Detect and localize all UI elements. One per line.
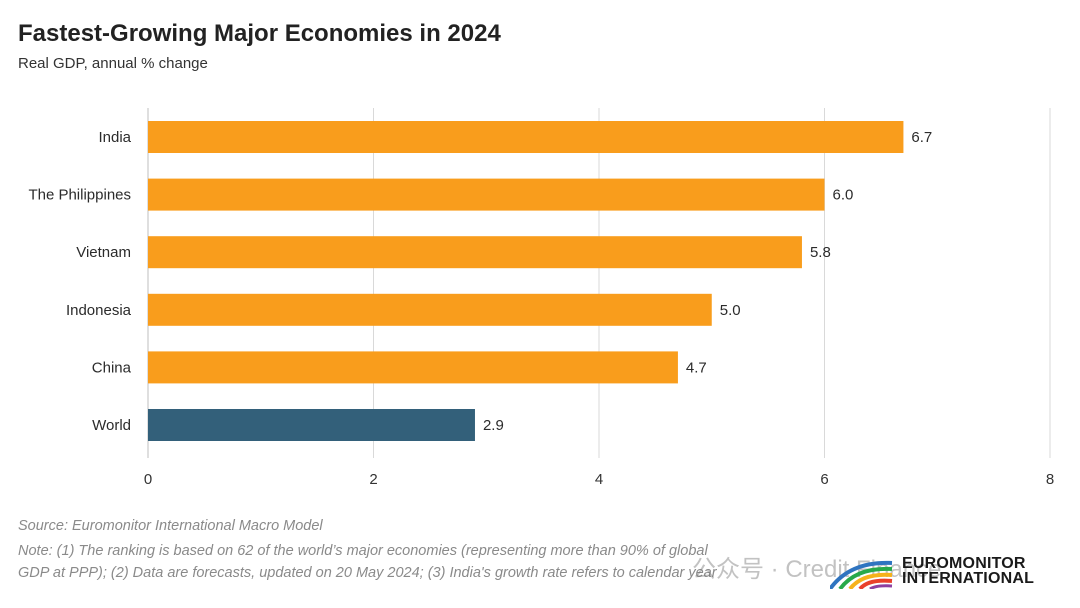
bar-india: [148, 121, 904, 153]
value-label: 6.0: [833, 187, 854, 204]
gridlines: [147, 108, 1051, 458]
x-tick-label: 2: [369, 471, 377, 488]
category-label: China: [92, 359, 132, 376]
labels: 0 2 4 6 8 India 6.7 The Philippines 6.0 Vietnam 5.…: [28, 129, 1054, 488]
x-tick-label: 4: [595, 471, 603, 488]
category-label: World: [92, 417, 131, 434]
value-label: 6.7: [911, 129, 932, 146]
chart-title: Fastest-Growing Major Economies in 2024: [18, 20, 501, 47]
bar-vietnam: [148, 236, 802, 269]
source-note: Source: Euromonitor International Macro …: [18, 518, 323, 534]
bar-china: [148, 351, 678, 384]
value-label: 2.9: [483, 417, 504, 434]
bar-indonesia: [148, 293, 712, 326]
bar-the-philippines: [148, 178, 825, 211]
chart-subtitle: Real GDP, annual % change: [18, 55, 208, 72]
x-tick-label: 8: [1046, 471, 1054, 488]
category-label: Indonesia: [66, 302, 132, 319]
footnote: Note: (1) The ranking is based on 62 of …: [18, 543, 717, 581]
logo-line-2: INTERNATIONAL: [902, 570, 1035, 587]
bars: [148, 121, 904, 441]
logo-stripes-icon: [830, 560, 893, 589]
category-label: India: [98, 129, 131, 146]
value-label: 4.7: [686, 359, 707, 376]
bar-world: [148, 409, 475, 441]
category-label: Vietnam: [76, 244, 131, 261]
value-label: 5.0: [720, 302, 741, 319]
value-label: 5.8: [810, 244, 831, 261]
logo-line-1: EUROMONITOR: [902, 555, 1026, 572]
euromonitor-logo: EUROMONITOR INTERNATIONAL: [830, 555, 1040, 591]
logo-text: EUROMONITOR INTERNATIONAL: [902, 555, 1035, 587]
category-label: The Philippines: [28, 187, 131, 204]
x-tick-label: 0: [144, 471, 152, 488]
x-tick-label: 6: [820, 471, 828, 488]
